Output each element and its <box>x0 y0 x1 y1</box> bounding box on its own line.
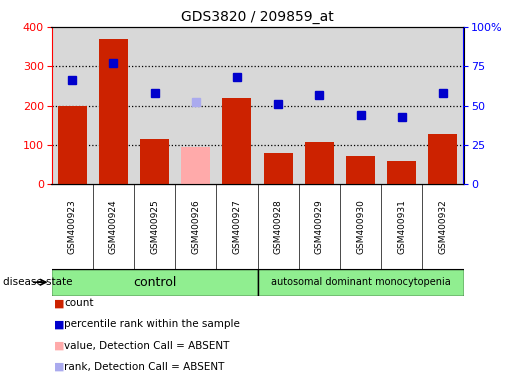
Bar <box>222 98 251 184</box>
Text: control: control <box>133 276 176 289</box>
Text: GSM400923: GSM400923 <box>67 199 77 254</box>
Text: rank, Detection Call = ABSENT: rank, Detection Call = ABSENT <box>64 362 225 372</box>
Text: ■: ■ <box>54 362 64 372</box>
Text: ■: ■ <box>54 298 64 308</box>
Text: GSM400931: GSM400931 <box>397 199 406 254</box>
Bar <box>387 161 416 184</box>
Text: GSM400928: GSM400928 <box>273 199 283 254</box>
Bar <box>346 156 375 184</box>
Bar <box>140 139 169 184</box>
Text: GSM400929: GSM400929 <box>315 199 324 254</box>
Text: GSM400926: GSM400926 <box>191 199 200 254</box>
Text: disease state: disease state <box>3 277 72 287</box>
Text: count: count <box>64 298 94 308</box>
Text: GSM400927: GSM400927 <box>232 199 242 254</box>
Text: autosomal dominant monocytopenia: autosomal dominant monocytopenia <box>270 277 451 287</box>
Text: GSM400932: GSM400932 <box>438 199 448 254</box>
Bar <box>52 269 258 296</box>
Title: GDS3820 / 209859_at: GDS3820 / 209859_at <box>181 10 334 25</box>
Text: GSM400930: GSM400930 <box>356 199 365 254</box>
Text: value, Detection Call = ABSENT: value, Detection Call = ABSENT <box>64 341 230 351</box>
Text: GSM400924: GSM400924 <box>109 199 118 254</box>
Bar <box>305 142 334 184</box>
Bar <box>181 147 210 184</box>
Text: ■: ■ <box>54 319 64 329</box>
Text: percentile rank within the sample: percentile rank within the sample <box>64 319 241 329</box>
Text: ■: ■ <box>54 341 64 351</box>
Bar <box>58 106 87 184</box>
Bar <box>258 269 464 296</box>
Bar <box>428 134 457 184</box>
Bar <box>99 39 128 184</box>
Bar <box>264 153 293 184</box>
Text: GSM400925: GSM400925 <box>150 199 159 254</box>
